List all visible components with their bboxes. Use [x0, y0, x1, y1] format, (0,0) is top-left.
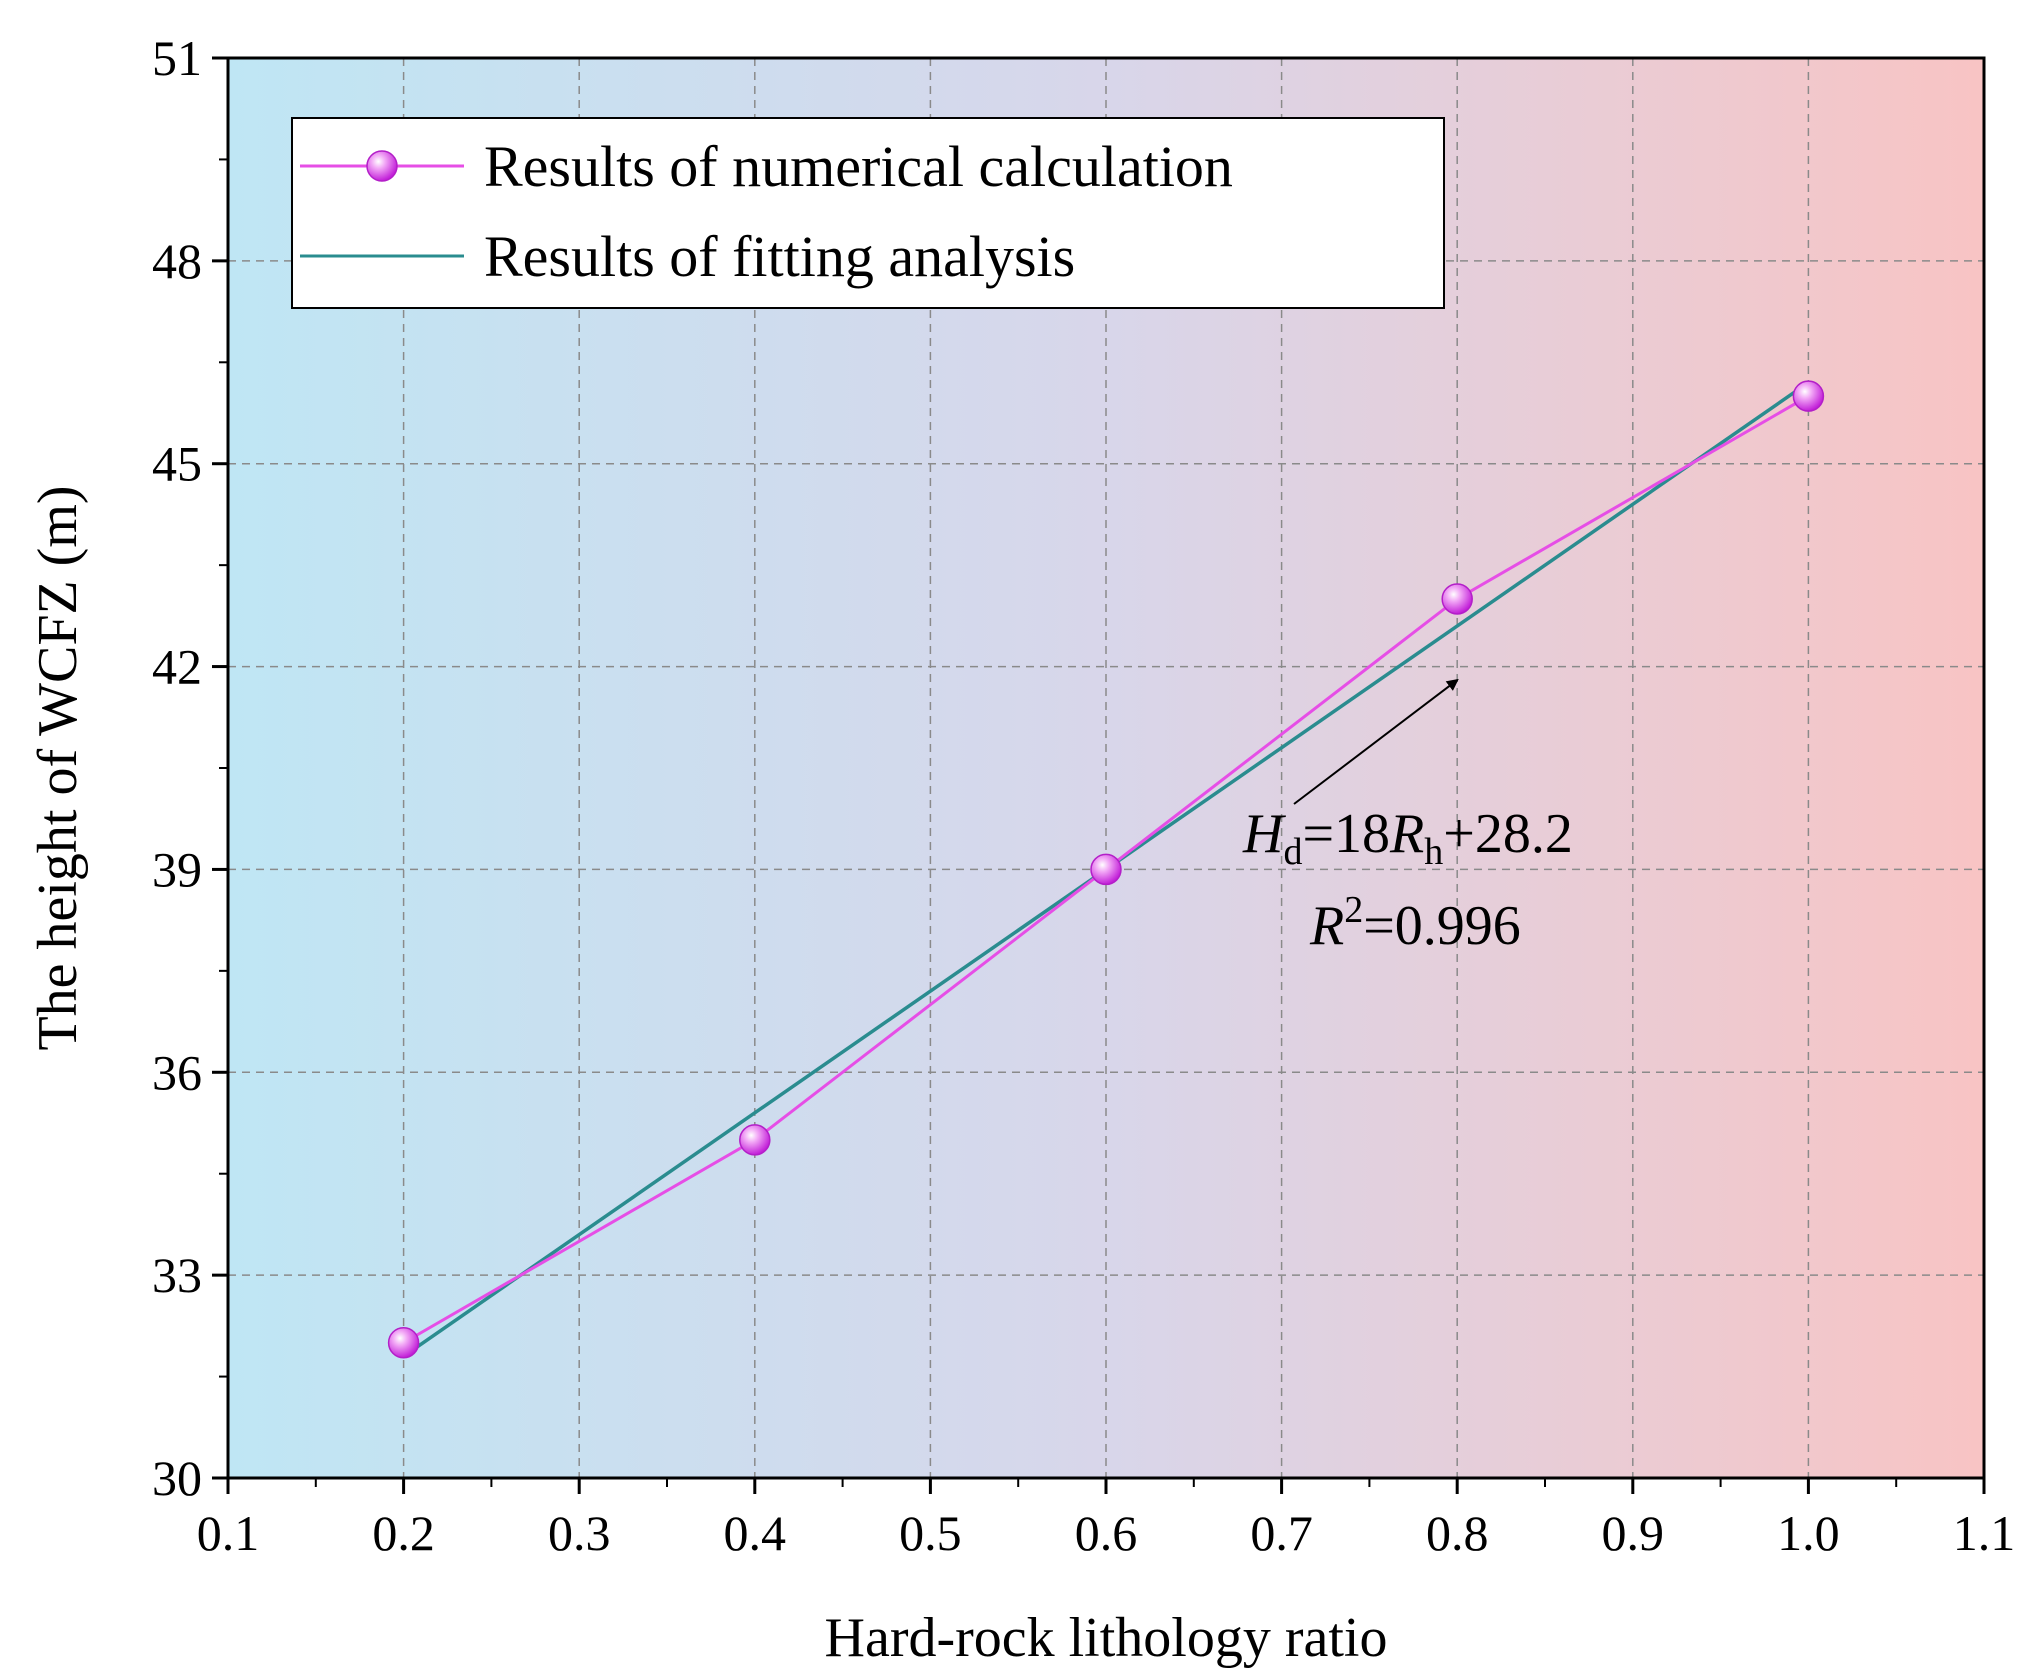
- x-axis-title: Hard-rock lithology ratio: [825, 1607, 1388, 1669]
- annotation-arrow: [1293, 678, 1459, 805]
- y-tick-label: 30: [152, 1450, 202, 1506]
- r-squared: R2=0.996: [1309, 889, 1521, 957]
- axis-ticks: 0.1 0.2 0.3 0.4 0.5 0.6 0.7 0.8 0.9 1.0 1.1 30 33 36 3…: [152, 30, 2015, 1561]
- numerical-point: [739, 1124, 771, 1156]
- x-tick-label: 0.7: [1250, 1505, 1313, 1561]
- series-layer: [387, 380, 1825, 1359]
- y-tick-label: 39: [152, 841, 202, 897]
- legend-label-fitting: Results of fitting analysis: [484, 224, 1075, 289]
- y-tick-label: 48: [152, 233, 202, 289]
- numerical-point: [1792, 380, 1825, 412]
- y-tick-label: 36: [152, 1044, 202, 1100]
- y-tick-label: 33: [152, 1247, 202, 1303]
- fit-equation: Hd=18Rh+28.2: [1242, 803, 1573, 873]
- x-tick-label: 1.1: [1953, 1505, 2016, 1561]
- numerical-point: [1441, 583, 1473, 615]
- x-tick-label: 0.4: [724, 1505, 787, 1561]
- fit-equation-annotation: Hd=18Rh+28.2 R2=0.996: [1242, 678, 1573, 957]
- x-tick-label: 0.3: [548, 1505, 611, 1561]
- legend-label-numerical: Results of numerical calculation: [484, 134, 1233, 199]
- legend-box: [291, 117, 1445, 309]
- y-tick-label: 42: [152, 639, 202, 695]
- y-axis-title: The height of WCFZ (m): [27, 485, 89, 1050]
- x-tick-label: 0.9: [1602, 1505, 1665, 1561]
- x-tick-label: 0.8: [1426, 1505, 1489, 1561]
- numerical-point: [1090, 853, 1122, 886]
- x-tick-label: 1.0: [1777, 1505, 1840, 1561]
- x-tick-label: 0.5: [899, 1505, 962, 1561]
- x-tick-label: 0.1: [197, 1505, 260, 1561]
- y-tick-label: 45: [152, 436, 202, 492]
- y-tick-label: 51: [152, 30, 202, 86]
- x-tick-label: 0.2: [372, 1505, 435, 1561]
- legend-marker-numerical: [366, 150, 398, 182]
- numerical-point: [387, 1327, 420, 1359]
- legend: Results of numerical calculation Results…: [291, 117, 1445, 309]
- x-tick-label: 0.6: [1075, 1505, 1138, 1561]
- grid: [228, 58, 1984, 1478]
